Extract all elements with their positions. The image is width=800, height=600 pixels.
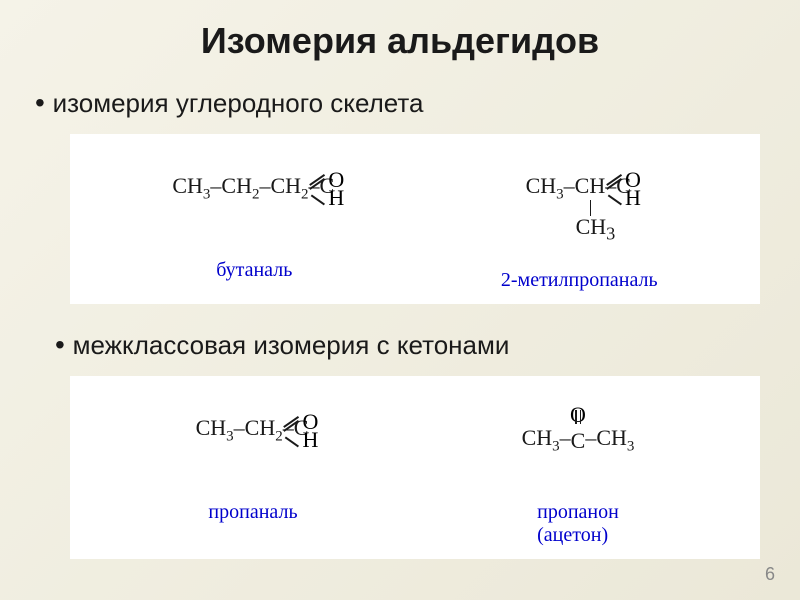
structure-propanal: CH3–CH2–C O H	[196, 388, 311, 473]
structure-butanal: CH3–CH2–CH2–C O H	[172, 146, 336, 231]
structure-propanone: CH3– O C –CH3	[522, 398, 635, 483]
double-bond-icon	[282, 417, 302, 431]
molecule-methylpropanal: CH3–CH–C O H CH3 2-метилпропаналь	[501, 146, 658, 292]
structure-methylpropanal: CH3–CH–C O H CH3	[526, 146, 633, 231]
name-methylpropanal: 2-метилпропаналь	[501, 269, 658, 292]
ketone-double-bond-icon	[574, 410, 582, 424]
ketone-group: O C	[571, 428, 586, 454]
branch-ch3: CH3	[576, 214, 616, 244]
left-propanone: CH3–	[522, 425, 571, 455]
formula-row-1: CH3–CH2–CH2–C O H бутаналь CH3–CH–C O H …	[70, 134, 760, 304]
name-propanone-main: пропанон	[537, 501, 619, 523]
center-carbon: C	[571, 428, 586, 454]
molecule-propanal: CH3–CH2–C O H пропаналь	[196, 388, 311, 524]
formula-row-2: CH3–CH2–C O H пропаналь CH3– O C –CH3 пр…	[70, 376, 760, 559]
molecule-propanone: CH3– O C –CH3 пропанон (ацетон)	[522, 388, 635, 547]
section2-heading: межклассовая изомерия с кетонами	[0, 329, 800, 361]
section1-heading: изомерия углеродного скелета	[0, 87, 800, 119]
double-bond-icon	[308, 175, 328, 189]
hydrogen-atom: H	[625, 185, 641, 211]
page-number: 6	[765, 564, 775, 585]
name-propanone-sub: (ацетон)	[537, 524, 608, 546]
molecule-butanal: CH3–CH2–CH2–C O H бутаналь	[172, 146, 336, 282]
name-propanal: пропаналь	[208, 501, 297, 524]
name-propanone: пропанон (ацетон)	[537, 501, 619, 547]
right-propanone: –CH3	[585, 425, 634, 455]
double-bond-icon	[605, 175, 625, 189]
name-butanal: бутаналь	[216, 259, 292, 282]
hydrogen-atom: H	[328, 185, 344, 211]
page-title: Изомерия альдегидов	[0, 0, 800, 87]
hydrogen-atom: H	[303, 427, 319, 453]
